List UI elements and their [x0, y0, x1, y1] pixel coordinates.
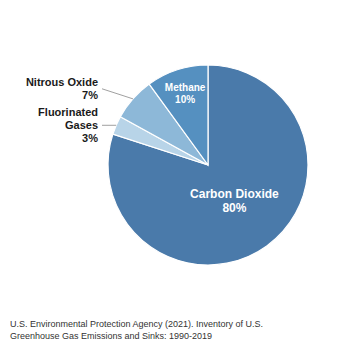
slice-value: 7%: [82, 89, 98, 101]
labels: Carbon Dioxide80% Methane10% FluorinatedGa…: [26, 76, 279, 215]
slice-name: FluorinatedGases: [38, 106, 98, 131]
slices: [108, 65, 308, 265]
slice-value: 10%: [175, 94, 195, 105]
slice-label: FluorinatedGases3%: [38, 106, 98, 144]
footnote: U.S. Environmental Protection Agency (20…: [10, 319, 263, 341]
slice-label: Carbon Dioxide80%: [190, 187, 279, 215]
pie-slice: [149, 65, 208, 165]
chart-container: Carbon Dioxide80% Methane10% FluorinatedGa…: [0, 0, 350, 347]
chart: Carbon Dioxide80% Methane10% FluorinatedGa…: [0, 0, 350, 347]
pie-slice: [108, 65, 308, 265]
slice-value: 80%: [222, 201, 246, 215]
leader-line: [102, 125, 116, 126]
slice-name: Methane: [165, 82, 206, 93]
slice-label: Methane10%: [165, 82, 206, 105]
slice-name: Carbon Dioxide: [190, 187, 279, 201]
slice-label: Nitrous Oxide7%: [26, 76, 98, 101]
slice-value: 3%: [82, 132, 98, 144]
slice-name: Nitrous Oxide: [26, 76, 98, 88]
leader-line: [102, 89, 133, 99]
